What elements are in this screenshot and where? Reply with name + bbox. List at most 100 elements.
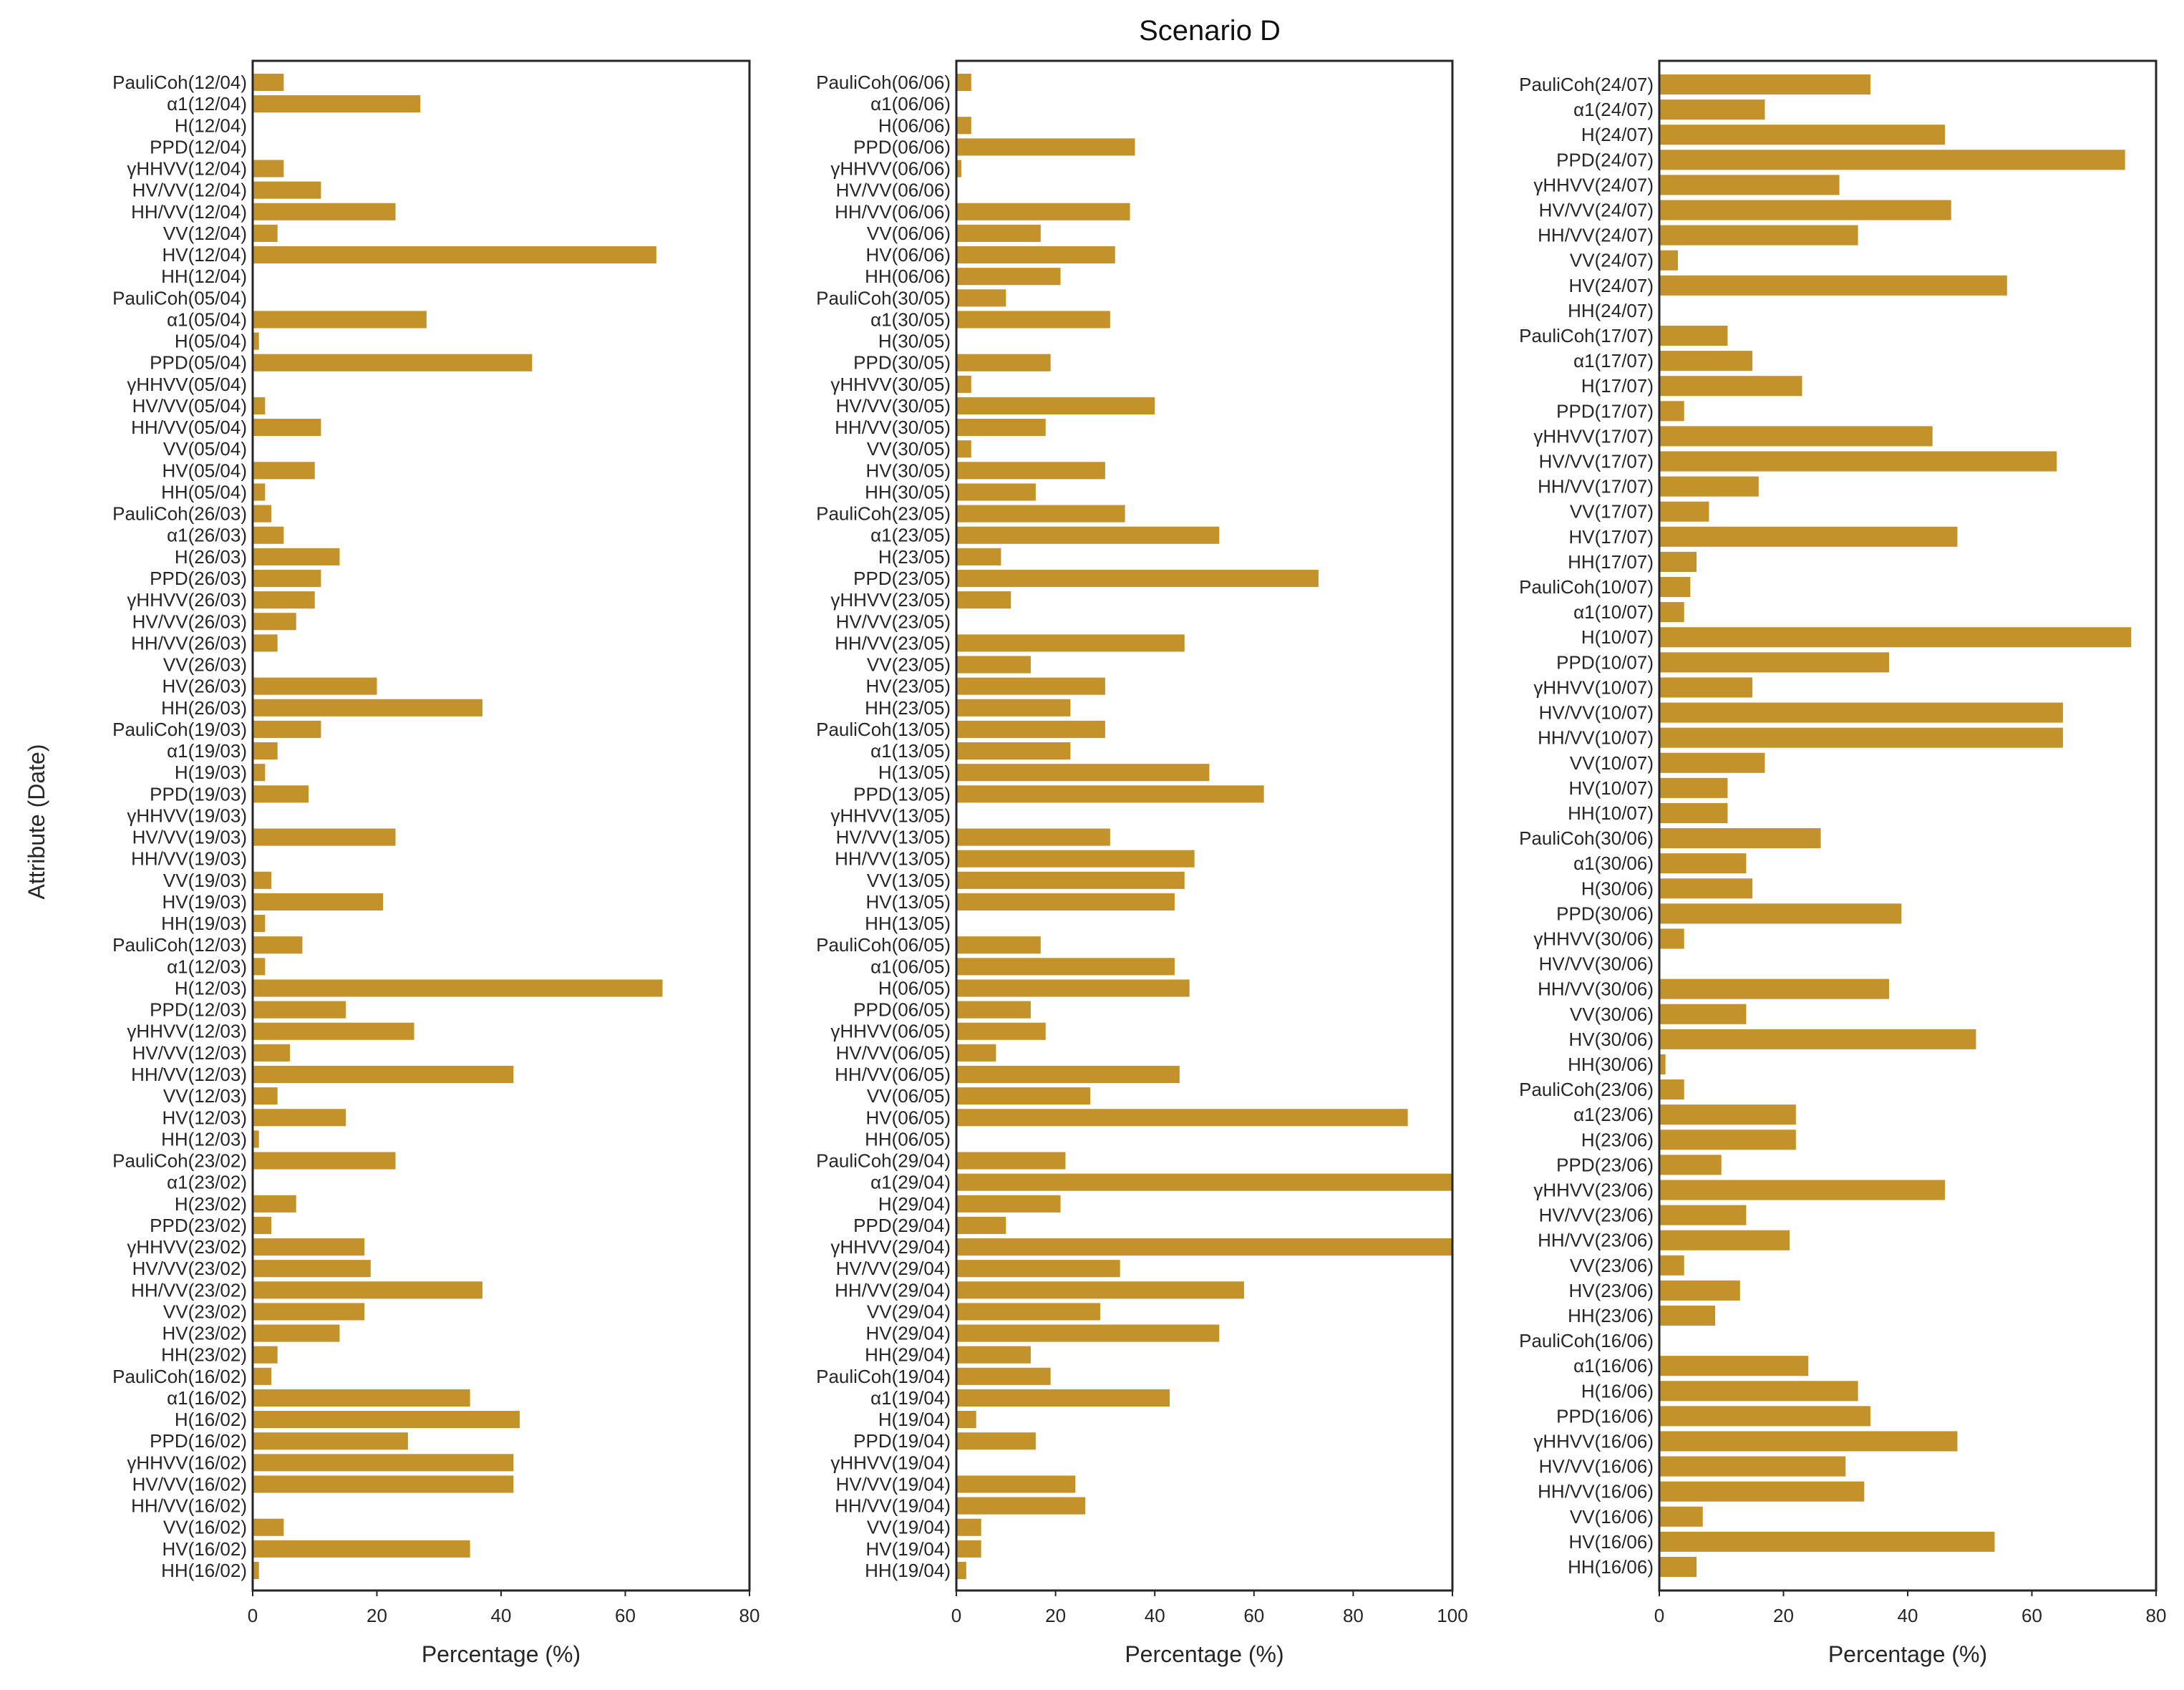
bar xyxy=(253,311,427,329)
y-tick-label: PPD(19/03) xyxy=(150,783,247,805)
y-tick-label: HV/VV(17/07) xyxy=(1539,451,1654,472)
y-tick-label: PPD(06/06) xyxy=(853,136,951,157)
bar xyxy=(1659,1230,1790,1250)
y-tick-label: PPD(16/06) xyxy=(1556,1405,1654,1427)
y-tick-label: H(23/02) xyxy=(175,1193,247,1215)
y-tick-label: HH(23/02) xyxy=(161,1344,247,1366)
y-tick-label: γHHVV(06/06) xyxy=(830,158,951,180)
y-tick-label: HH(23/05) xyxy=(865,697,951,719)
bar xyxy=(1659,401,1684,422)
x-tick-label: 80 xyxy=(1343,1605,1364,1626)
y-tick-label: H(12/03) xyxy=(175,977,247,999)
y-tick-label: HV(30/05) xyxy=(866,460,951,481)
bar xyxy=(956,1238,1452,1256)
bar xyxy=(1659,551,1697,572)
bar xyxy=(1659,426,1933,447)
bar xyxy=(1659,175,1840,195)
y-tick-label: PPD(17/07) xyxy=(1556,400,1654,422)
bar xyxy=(956,419,1046,437)
bar xyxy=(1659,1180,1946,1200)
y-tick-label: HH/VV(29/04) xyxy=(835,1279,951,1301)
bar xyxy=(956,1022,1046,1040)
bar xyxy=(253,1001,346,1019)
y-tick-label: HH/VV(16/02) xyxy=(131,1495,247,1517)
bar xyxy=(1659,627,2132,648)
bar xyxy=(253,1346,278,1364)
bar xyxy=(956,1475,1076,1493)
x-tick-label: 80 xyxy=(2146,1605,2167,1626)
y-tick-label: VV(05/04) xyxy=(163,438,247,460)
y-tick-label: HV/VV(23/05) xyxy=(836,611,951,632)
y-tick-label: HH/VV(10/07) xyxy=(1538,727,1654,749)
y-tick-label: VV(16/02) xyxy=(163,1517,247,1538)
y-tick-label: H(13/05) xyxy=(878,762,951,783)
bar xyxy=(253,1540,470,1558)
bar xyxy=(956,138,1135,156)
y-tick-label: γHHVV(16/06) xyxy=(1533,1430,1654,1452)
bar xyxy=(253,1022,414,1040)
bar xyxy=(253,958,266,976)
bar xyxy=(253,1454,514,1472)
y-tick-label: PauliCoh(23/06) xyxy=(1519,1079,1654,1100)
y-tick-label: H(06/06) xyxy=(878,115,951,136)
y-tick-label: PauliCoh(26/03) xyxy=(112,503,247,525)
y-tick-label: HV/VV(06/06) xyxy=(836,180,951,201)
x-tick-label: 80 xyxy=(739,1605,760,1626)
y-tick-label: γHHVV(06/05) xyxy=(830,1021,951,1042)
bar xyxy=(956,117,971,135)
x-tick-label: 100 xyxy=(1437,1605,1467,1626)
bar xyxy=(956,742,1071,760)
y-tick-label: HV/VV(10/07) xyxy=(1539,702,1654,724)
y-tick-label: H(23/06) xyxy=(1581,1129,1654,1150)
panel-1: PauliCoh(12/04)α1(12/04)H(12/04)PPD(12/0… xyxy=(112,59,760,1667)
y-tick-label: γHHVV(30/06) xyxy=(1533,928,1654,949)
y-tick-label: γHHVV(26/03) xyxy=(127,589,247,611)
x-tick-label: 20 xyxy=(1773,1605,1794,1626)
y-tick-label: HH(19/03) xyxy=(161,913,247,934)
bar xyxy=(956,1065,1180,1084)
y-tick-label: H(06/05) xyxy=(878,977,951,999)
bar xyxy=(1659,1029,1976,1049)
y-tick-label: H(23/05) xyxy=(878,546,951,568)
bar xyxy=(253,1109,346,1127)
bar xyxy=(956,1367,1051,1385)
bar xyxy=(956,699,1071,717)
axes-frame xyxy=(955,59,1454,1592)
bar xyxy=(1659,150,2125,170)
bar xyxy=(1659,727,2063,748)
y-tick-label: α1(17/07) xyxy=(1573,350,1654,371)
y-tick-label: VV(24/07) xyxy=(1570,250,1654,271)
y-tick-label: α1(16/02) xyxy=(167,1387,247,1409)
y-tick-label: γHHVV(19/04) xyxy=(830,1452,951,1473)
bar xyxy=(1659,1205,1747,1225)
bar xyxy=(956,1389,1170,1407)
y-tick-label: HV(05/04) xyxy=(162,460,248,481)
bar xyxy=(253,246,656,264)
bar xyxy=(1659,1531,1995,1552)
y-tick-label: HH(23/06) xyxy=(1568,1305,1654,1326)
bar xyxy=(956,1432,1036,1450)
y-tick-label: HV(12/03) xyxy=(162,1107,248,1128)
bar xyxy=(1659,978,1889,999)
y-tick-label: HV(10/07) xyxy=(1569,777,1654,799)
y-tick-label: HV(23/05) xyxy=(866,676,951,697)
x-axis-label: Percentage (%) xyxy=(1828,1641,1987,1667)
y-tick-label: γHHVV(13/05) xyxy=(830,805,951,826)
y-tick-label: HH(12/04) xyxy=(161,266,247,287)
bar xyxy=(1659,1155,1722,1175)
y-tick-label: VV(23/06) xyxy=(1570,1255,1654,1276)
x-tick-label: 40 xyxy=(1898,1605,1918,1626)
y-tick-label: HH(19/04) xyxy=(865,1560,951,1581)
y-tick-label: H(26/03) xyxy=(175,546,247,568)
y-tick-label: α1(12/03) xyxy=(167,956,247,977)
bar xyxy=(956,1540,981,1558)
bar xyxy=(253,742,278,760)
bar xyxy=(253,1475,514,1493)
bar xyxy=(1659,1381,1858,1402)
bar xyxy=(956,1561,966,1580)
bar xyxy=(956,1411,976,1429)
bar xyxy=(253,1087,278,1105)
bar xyxy=(253,1303,365,1321)
y-tick-label: HH/VV(23/05) xyxy=(835,632,951,654)
bar xyxy=(253,915,266,933)
